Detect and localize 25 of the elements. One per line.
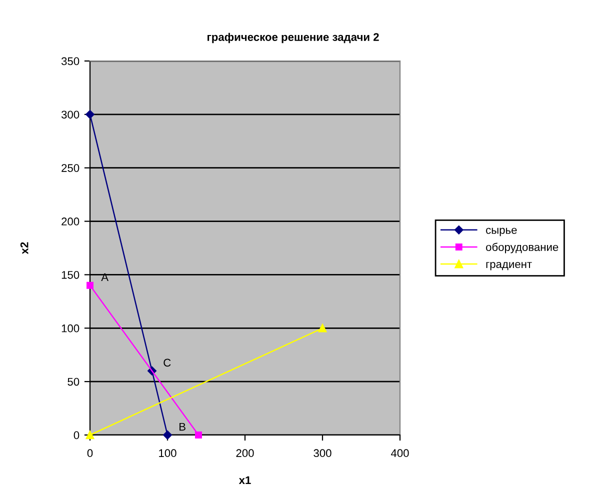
point bbox=[318, 324, 327, 332]
point bbox=[163, 430, 172, 440]
legend-label: сырье bbox=[486, 228, 517, 236]
x-tick-label: 400 bbox=[390, 449, 409, 458]
y-tick-label: 50 bbox=[68, 378, 80, 386]
y-tick-label: 100 bbox=[62, 324, 80, 332]
point bbox=[86, 282, 94, 289]
y-tick-label: 0 bbox=[74, 431, 80, 440]
y-tick-label: 300 bbox=[61, 110, 80, 119]
y-axis-title: x2 bbox=[20, 242, 28, 254]
annotation: B bbox=[180, 422, 186, 431]
point bbox=[195, 432, 202, 438]
legend-label: оборудование bbox=[486, 242, 558, 254]
y-tick-label: 250 bbox=[62, 164, 80, 172]
chart-title: графическое решение задачи 2 bbox=[208, 32, 379, 44]
y-tick-label: 350 bbox=[61, 57, 80, 66]
x-tick-label: 0 bbox=[87, 449, 93, 458]
y-tick-label: 200 bbox=[62, 218, 80, 226]
x-axis-title: x1 bbox=[238, 476, 251, 484]
annotation: C bbox=[164, 358, 171, 367]
legend-label: градиент bbox=[486, 262, 532, 270]
x-tick-label: 100 bbox=[159, 449, 176, 458]
x-tick-label: 200 bbox=[236, 449, 254, 458]
x-tick-label: 300 bbox=[314, 449, 332, 458]
y-tick-label: 150 bbox=[62, 270, 80, 279]
